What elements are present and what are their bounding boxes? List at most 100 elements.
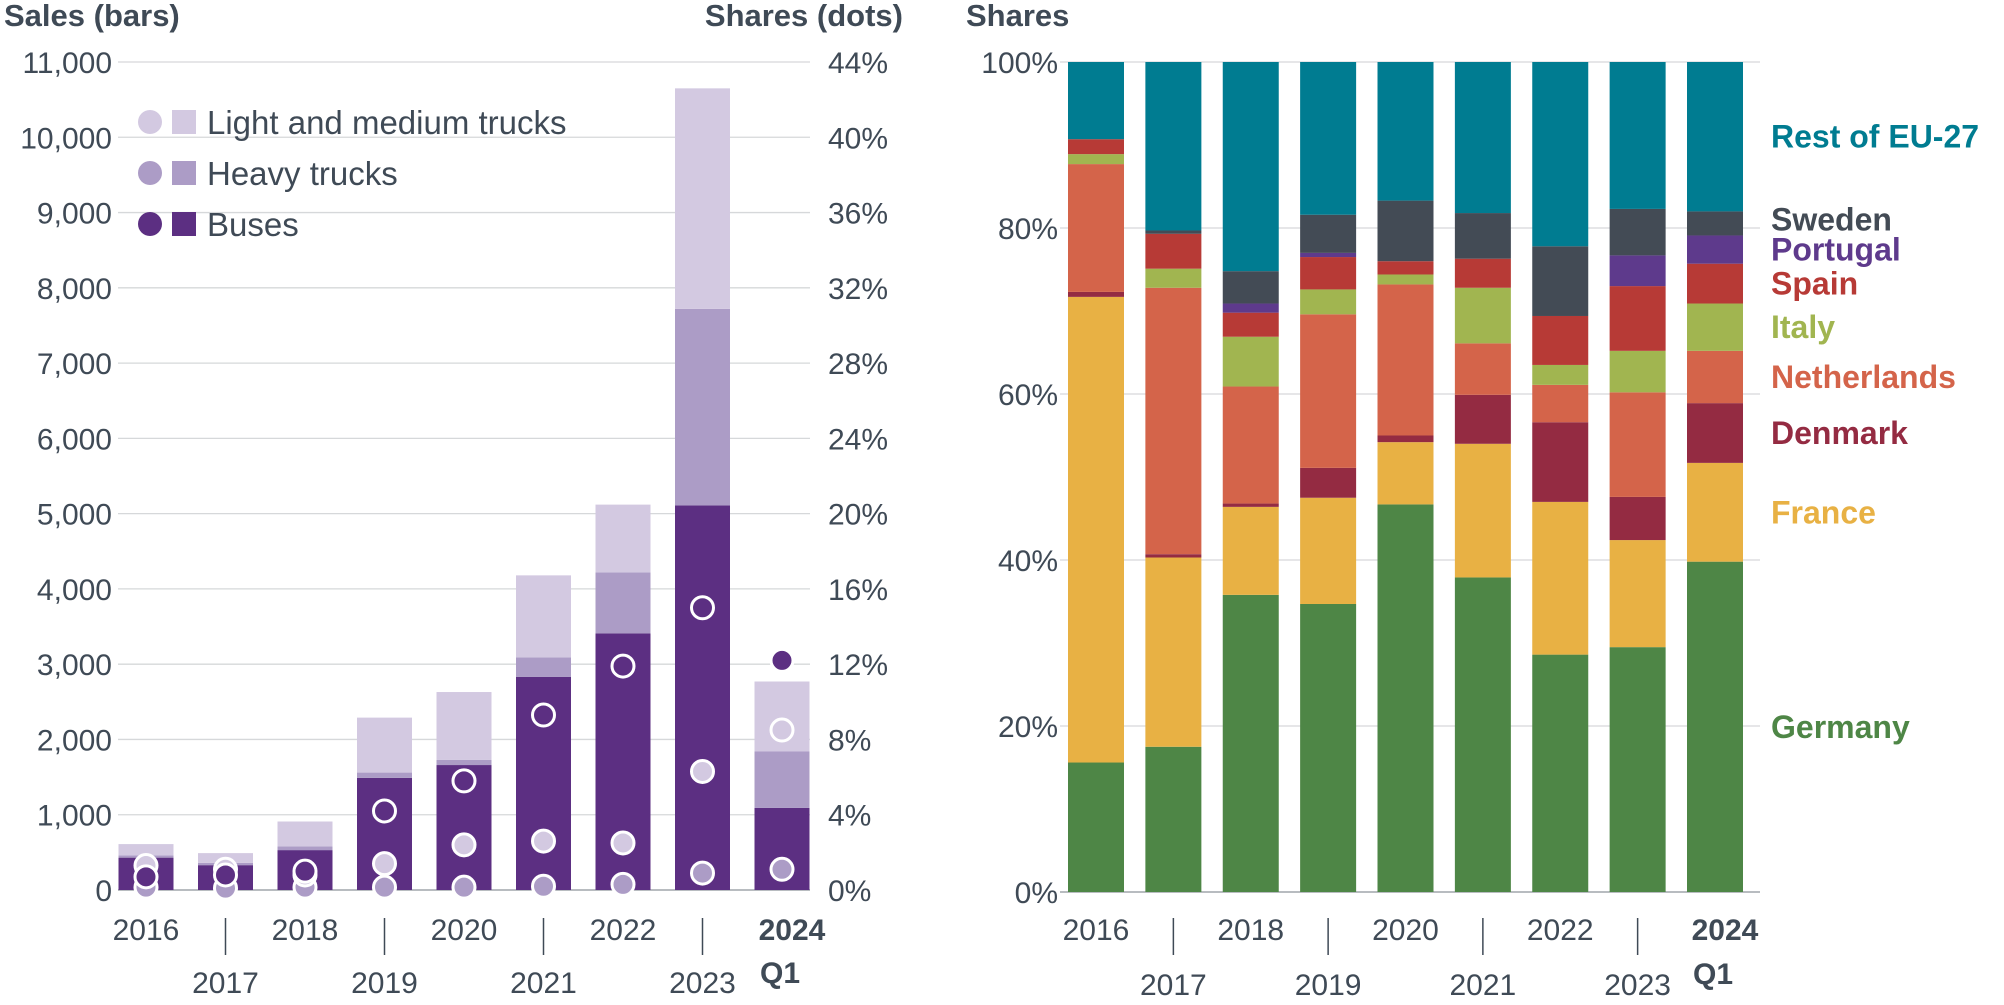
- share-segment-france: [1145, 557, 1202, 747]
- x-tick-label: 2021: [510, 967, 577, 1000]
- share-segment-denmark: [1145, 554, 1202, 558]
- dot-light-medium-trucks: [451, 832, 477, 858]
- bar-heavy-trucks: [595, 572, 651, 634]
- x-tick-label: 2020: [1372, 914, 1439, 947]
- y2-tick-label: 44%: [828, 47, 888, 80]
- y-tick-label: 7,000: [37, 348, 112, 381]
- country-shares-chart: Shares 0%20%40%60%80%100% 20162017201820…: [966, 0, 1979, 1002]
- dot-buses: [451, 768, 477, 794]
- x-tick-label: 2016: [113, 914, 180, 947]
- share-segment-italy: [1222, 336, 1279, 387]
- share-segment-denmark: [1454, 394, 1511, 444]
- dot-light-medium-trucks: [690, 758, 715, 784]
- country-label: Netherlands: [1771, 359, 1956, 395]
- share-segment-denmark: [1377, 435, 1434, 443]
- dot-light-medium-trucks: [769, 717, 795, 743]
- share-segment-rest-of-eu-27: [1454, 62, 1511, 214]
- dot-buses: [610, 653, 636, 679]
- x-tick-label: 2016: [1063, 914, 1130, 947]
- share-segment-spain: [1532, 315, 1589, 365]
- share-segment-germany: [1145, 746, 1202, 892]
- y-tick-label: 60%: [998, 379, 1058, 412]
- legend-label: Heavy trucks: [207, 155, 398, 192]
- bar-light-medium-trucks: [357, 717, 412, 773]
- share-segment-italy: [1300, 289, 1357, 315]
- share-segment-italy: [1068, 154, 1124, 165]
- bar-heavy-trucks: [675, 308, 730, 506]
- share-segment-netherlands: [1300, 314, 1357, 468]
- dot-buses: [531, 702, 556, 728]
- share-segment-italy: [1145, 268, 1202, 288]
- shares-axis-title: Shares: [966, 0, 1069, 33]
- share-segment-spain: [1454, 258, 1511, 288]
- dot-heavy-trucks: [451, 874, 477, 900]
- share-segment-netherlands: [1145, 287, 1202, 555]
- y-tick-label: 0: [95, 875, 112, 908]
- y-tick-label: 20%: [998, 711, 1058, 744]
- share-segment-italy: [1532, 364, 1589, 385]
- legend-label: Light and medium trucks: [207, 104, 567, 141]
- country-label: Italy: [1771, 309, 1835, 345]
- dot-heavy-trucks: [690, 860, 715, 886]
- share-segment-denmark: [1068, 291, 1124, 297]
- share-segment-spain: [1609, 286, 1666, 351]
- bar-buses: [675, 505, 730, 890]
- share-segment-rest-of-eu-27: [1609, 62, 1666, 209]
- dot-heavy-trucks: [769, 856, 795, 882]
- share-segment-germany: [1300, 603, 1357, 892]
- share-segment-netherlands: [1222, 386, 1279, 504]
- dot-heavy-trucks: [610, 871, 636, 897]
- share-segment-spain: [1145, 233, 1202, 269]
- share-segment-rest-of-eu-27: [1145, 62, 1202, 231]
- x-tick-label: 2017: [192, 967, 259, 1000]
- legend-dot-heavy-trucks: [138, 161, 162, 185]
- y-tick-label: 10,000: [20, 122, 112, 155]
- shares-y-tick-labels: 0% 20% 40% 60% 80% 100%: [981, 47, 1058, 910]
- share-segment-spain: [1068, 139, 1124, 155]
- share-segment-sweden: [1454, 213, 1511, 259]
- y2-tick-label: 40%: [828, 122, 888, 155]
- share-segment-france: [1532, 501, 1589, 655]
- country-label: Rest of EU-27: [1771, 119, 1979, 155]
- y2-tick-label: 4%: [828, 800, 871, 833]
- bar-light-medium-trucks: [516, 575, 571, 658]
- legend-dot-buses: [138, 212, 162, 236]
- y-tick-label: 8,000: [37, 273, 112, 306]
- share-segment-rest-of-eu-27: [1687, 62, 1743, 212]
- legend-swatch-light-medium-trucks: [172, 110, 196, 134]
- x-tick-label: 2018: [1217, 914, 1284, 947]
- share-segment-rest-of-eu-27: [1377, 62, 1434, 201]
- share-segment-denmark: [1532, 422, 1589, 502]
- sales-bars: [118, 88, 810, 890]
- x-tick-label-sub: Q1: [760, 957, 800, 990]
- share-segment-france: [1300, 497, 1357, 604]
- shares-x-tick-labels: 2016 2017 2018 2019 2020 2021 2022 2023 2024 Q1: [1063, 914, 1759, 1002]
- bar-light-medium-trucks: [595, 504, 651, 573]
- y-tick-label: 2,000: [37, 724, 112, 757]
- x-tick-label-sub: Q1: [1693, 958, 1733, 991]
- x-tick-label: 2023: [669, 967, 736, 1000]
- y2-tick-label: 0%: [828, 875, 871, 908]
- x-tick-label: 2022: [1527, 914, 1594, 947]
- x-tick-label: 2023: [1604, 969, 1671, 1000]
- share-segment-portugal: [1687, 235, 1743, 264]
- share-segment-rest-of-eu-27: [1300, 62, 1357, 215]
- share-segment-spain: [1687, 263, 1743, 304]
- share-segment-denmark: [1609, 496, 1666, 541]
- share-segment-germany: [1609, 647, 1666, 892]
- share-segment-rest-of-eu-27: [1532, 62, 1589, 247]
- share-segment-sweden: [1377, 200, 1434, 262]
- share-segment-germany: [1377, 504, 1434, 892]
- x-tick-label: 2019: [351, 967, 418, 1000]
- share-segment-portugal: [1609, 255, 1666, 287]
- y2-tick-label: 28%: [828, 348, 888, 381]
- dot-light-medium-trucks: [610, 830, 636, 856]
- y-tick-label: 40%: [998, 545, 1058, 578]
- dot-heavy-trucks: [531, 873, 556, 899]
- share-dots: [133, 595, 795, 901]
- y2-tick-label: 8%: [828, 724, 871, 757]
- share-segment-denmark: [1222, 503, 1279, 507]
- bar-heavy-trucks: [436, 759, 492, 766]
